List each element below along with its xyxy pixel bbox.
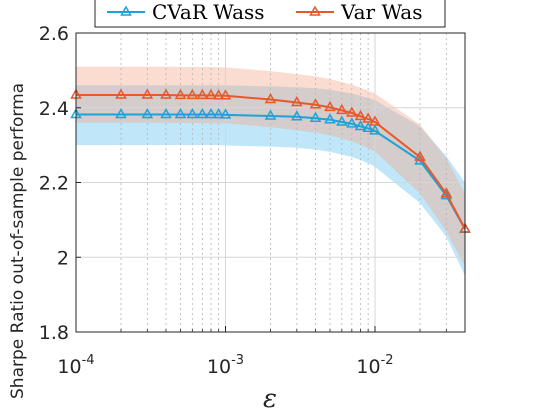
x-axis-label: ε bbox=[263, 384, 277, 414]
data-point bbox=[414, 150, 426, 161]
data-point bbox=[346, 117, 358, 128]
legend-label-0: CVaR Wass bbox=[152, 0, 265, 24]
data-point bbox=[205, 107, 217, 119]
data-point bbox=[309, 98, 322, 109]
y-tick-label: 2.2 bbox=[39, 173, 69, 195]
data-point bbox=[212, 89, 225, 100]
data-point bbox=[369, 115, 381, 126]
data-point bbox=[336, 103, 348, 115]
data-point bbox=[219, 89, 232, 100]
data-point bbox=[186, 88, 199, 100]
data-point bbox=[219, 108, 232, 119]
data-point bbox=[196, 88, 209, 100]
data-point bbox=[141, 107, 154, 119]
data-point bbox=[362, 112, 374, 123]
y-tick-label: 2.4 bbox=[39, 98, 69, 120]
y-tick-label: 1.8 bbox=[39, 322, 69, 344]
data-point bbox=[291, 110, 303, 121]
x-tick-label: 10-4 bbox=[57, 353, 94, 378]
legend-label-1: Var Was bbox=[340, 0, 422, 24]
y-tick-label: 2 bbox=[57, 247, 69, 269]
data-point bbox=[160, 107, 172, 119]
data-point bbox=[362, 121, 374, 133]
data-point bbox=[264, 92, 277, 104]
data-point bbox=[205, 88, 217, 100]
y-tick-label: 2.6 bbox=[39, 23, 69, 45]
data-point bbox=[186, 107, 199, 119]
data-point bbox=[309, 111, 322, 122]
plot-frame bbox=[75, 32, 466, 333]
legend-marker-0 bbox=[120, 5, 132, 16]
data-point bbox=[291, 95, 303, 107]
x-tick-label: 10-2 bbox=[356, 353, 393, 378]
data-point bbox=[115, 107, 127, 119]
y-axis-label: Sharpe Ratio out-of-sample performa bbox=[8, 83, 28, 399]
data-point bbox=[354, 119, 367, 131]
data-point bbox=[160, 88, 172, 99]
data-point bbox=[196, 107, 209, 119]
legend-box bbox=[94, 0, 446, 28]
tick-labels: 1.8 2 2.2 2.4 2.6 10-4 10-3 10-2 bbox=[39, 23, 394, 378]
data-point bbox=[346, 106, 358, 117]
series-lines bbox=[70, 88, 471, 233]
confidence-bands bbox=[76, 66, 465, 276]
data-point bbox=[174, 88, 187, 100]
x-tick-label: 10-3 bbox=[207, 353, 244, 378]
data-point bbox=[440, 189, 453, 200]
data-point bbox=[212, 107, 225, 119]
band-0 bbox=[76, 85, 465, 276]
data-point bbox=[369, 124, 381, 135]
data-point bbox=[336, 115, 348, 126]
data-point bbox=[115, 88, 127, 99]
data-point bbox=[324, 113, 336, 124]
data-point bbox=[354, 109, 367, 121]
legend-marker-1 bbox=[309, 5, 321, 16]
legend: CVaR Wass Var Was bbox=[94, 0, 446, 28]
data-point bbox=[440, 187, 453, 198]
data-point bbox=[324, 100, 336, 112]
band-1 bbox=[76, 66, 465, 267]
data-point bbox=[174, 107, 187, 119]
data-point bbox=[264, 109, 277, 120]
data-point bbox=[141, 88, 154, 99]
